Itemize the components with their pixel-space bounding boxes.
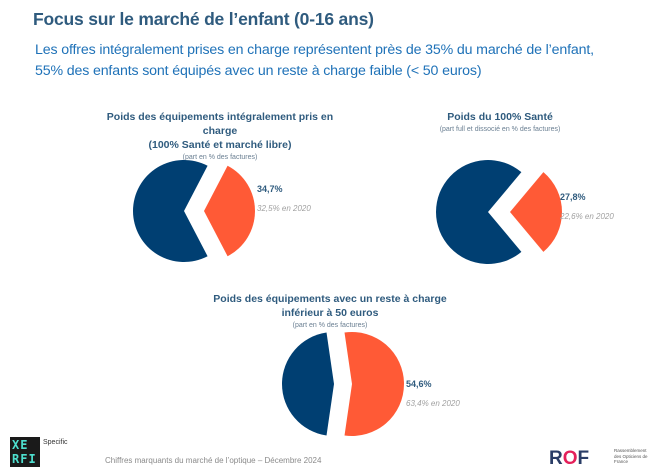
chart-3-title-line1: Poids des équipements avec un reste à ch… bbox=[213, 293, 447, 305]
chart-3-previous-label: 63,4% en 2020 bbox=[406, 399, 460, 408]
chart-3-slice-highlight bbox=[344, 332, 405, 436]
xerfi-logo: XE RFI bbox=[10, 437, 40, 467]
chart-2-title: Poids du 100% Santé (part full et dissoc… bbox=[390, 110, 610, 136]
chart-1-title-line2: (100% Santé et marché libre) bbox=[148, 139, 292, 151]
chart-3-title: Poids des équipements avec un reste à ch… bbox=[200, 292, 460, 332]
footer-text: Chiffres marquants du marché de l’optiqu… bbox=[105, 456, 322, 465]
chart-3-value-label: 54,6% bbox=[406, 379, 432, 389]
chart-2-previous-label: 22,6% en 2020 bbox=[559, 212, 614, 221]
chart-1-title-line1: Poids des équipements intégralement pris… bbox=[106, 111, 334, 137]
chart-2-note: (part full et dissocié en % des factures… bbox=[439, 126, 561, 133]
chart-1-slice-rest bbox=[133, 160, 208, 262]
chart-1-slice-highlight bbox=[204, 165, 256, 257]
chart-1-value-label: 34,7% bbox=[257, 184, 283, 194]
xerfi-tag: Specific bbox=[43, 439, 68, 446]
rof-tag: Rassemblement des Opticiens de France bbox=[614, 448, 648, 464]
chart-3-title-line2: inférieur à 50 euros bbox=[281, 307, 379, 319]
chart-1-note: (part en % des factures) bbox=[182, 154, 258, 161]
chart-2-slice-rest bbox=[436, 160, 522, 265]
chart-3-slice-rest bbox=[282, 332, 334, 436]
chart-3-note: (part en % des factures) bbox=[292, 322, 368, 329]
chart-2-value-label: 27,8% bbox=[560, 192, 586, 202]
subtitle-line-1: Les offres intégralement prises en charg… bbox=[35, 42, 594, 58]
chart-2-slice-highlight bbox=[510, 172, 562, 252]
chart-1-title: Poids des équipements intégralement pris… bbox=[90, 110, 350, 164]
rof-logo: ROF bbox=[549, 448, 590, 469]
page-subtitle: Les offres intégralement prises en charg… bbox=[35, 40, 594, 82]
page-title: Focus sur le marché de l’enfant (0-16 an… bbox=[33, 9, 374, 29]
subtitle-line-2: 55% des enfants sont équipés avec un res… bbox=[35, 63, 482, 79]
chart-2-title-line1: Poids du 100% Santé bbox=[447, 111, 553, 123]
chart-1-previous-label: 32,5% en 2020 bbox=[257, 204, 311, 213]
